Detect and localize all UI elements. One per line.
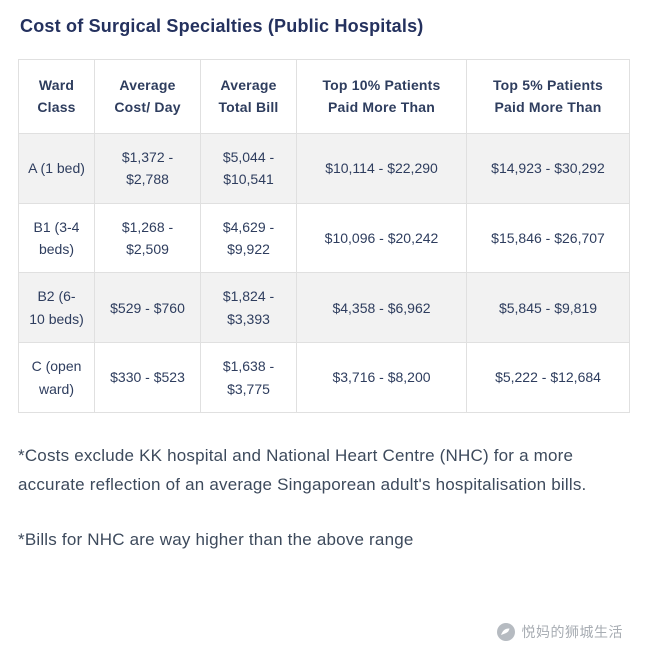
avg-cost-day-cell: $529 - $760 [94,272,201,344]
footnote-cost-exclusions: *Costs exclude KK hospital and National … [18,445,587,495]
col-header-top-5-percent: Top 5% Patients Paid More Than [466,59,630,134]
top-5-percent-cell: $5,845 - $9,819 [466,272,630,344]
ward-class-cell: A (1 bed) [18,132,95,204]
avg-total-bill-cell: $5,044 - $10,541 [200,132,297,204]
col-header-top-10-percent: Top 10% Patients Paid More Than [296,59,467,134]
top-5-percent-cell: $5,222 - $12,684 [466,342,630,413]
hand-logo-icon [496,622,516,642]
table-row-ward-b2: B2 (6- 10 beds) $529 - $760 $1,824 - $3,… [18,272,630,344]
header-row: Ward Class Average Cost/ Day Average Tot… [18,59,630,134]
page-title: Cost of Surgical Specialties (Public Hos… [20,16,424,36]
top-10-percent-cell: $3,716 - $8,200 [296,342,467,413]
watermark: 悦妈的狮城生活 [496,622,624,642]
avg-total-bill-cell: $1,824 - $3,393 [200,272,297,344]
avg-cost-day-cell: $1,268 - $2,509 [94,202,201,274]
table-body: A (1 bed) $1,372 - $2,788 $5,044 - $10,5… [18,132,630,413]
ward-class-cell: C (open ward) [18,342,95,413]
top-5-percent-cell: $14,923 - $30,292 [466,132,630,204]
col-header-average-total-bill: Average Total Bill [200,59,297,134]
ward-class-cell: B1 (3-4 beds) [18,202,95,274]
top-10-percent-cell: $10,096 - $20,242 [296,202,467,274]
footnote-nhc-bills: *Bills for NHC are way higher than the a… [18,530,414,550]
surgical-cost-table: Ward Class Average Cost/ Day Average Tot… [18,59,630,413]
top-10-percent-cell: $10,114 - $22,290 [296,132,467,204]
ward-class-cell: B2 (6- 10 beds) [18,272,95,344]
watermark-text: 悦妈的狮城生活 [521,624,623,640]
top-5-percent-cell: $15,846 - $26,707 [466,202,630,274]
table-row-ward-c: C (open ward) $330 - $523 $1,638 - $3,77… [18,342,630,413]
table-row-ward-b1: B1 (3-4 beds) $1,268 - $2,509 $4,629 - $… [18,202,630,274]
col-header-average-cost-day: Average Cost/ Day [94,59,201,134]
avg-cost-day-cell: $330 - $523 [94,342,201,413]
top-10-percent-cell: $4,358 - $6,962 [296,272,467,344]
table-row-ward-a: A (1 bed) $1,372 - $2,788 $5,044 - $10,5… [18,132,630,204]
table-header: Ward Class Average Cost/ Day Average Tot… [18,59,630,134]
col-header-ward-class: Ward Class [18,59,95,134]
avg-cost-day-cell: $1,372 - $2,788 [94,132,201,204]
avg-total-bill-cell: $1,638 - $3,775 [200,342,297,413]
avg-total-bill-cell: $4,629 - $9,922 [200,202,297,274]
